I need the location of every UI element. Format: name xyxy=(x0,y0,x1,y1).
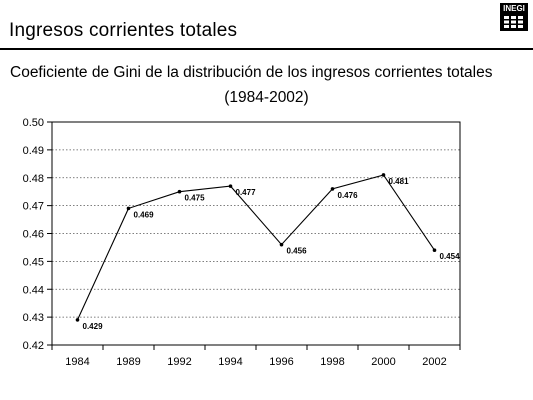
data-point xyxy=(330,187,335,191)
x-tick-label: 1998 xyxy=(320,356,344,368)
gini-series-line xyxy=(76,174,435,321)
inegi-logo: INEGI xyxy=(500,3,528,31)
x-tick-label: 1994 xyxy=(218,356,242,368)
data-point xyxy=(126,206,131,211)
y-tick-label: 0.49 xyxy=(23,145,44,157)
section-title: Ingresos corrientes totales xyxy=(9,20,238,41)
data-point xyxy=(381,173,386,177)
data-point xyxy=(177,189,182,194)
data-point xyxy=(432,248,437,253)
y-tick-label: 0.42 xyxy=(23,340,44,352)
data-label: 0.456 xyxy=(287,247,308,256)
x-tick-label: 2000 xyxy=(371,356,395,368)
data-label: 0.454 xyxy=(440,252,461,261)
chart-title: Coeficiente de Gini de la distribución d… xyxy=(10,64,493,81)
y-tick-label: 0.44 xyxy=(23,284,44,296)
y-tick-label: 0.46 xyxy=(23,229,44,241)
chart-subtitle: (1984-2002) xyxy=(224,89,309,106)
data-label: 0.475 xyxy=(185,194,206,203)
header-divider xyxy=(0,48,533,50)
x-tick-label: 1996 xyxy=(269,356,293,368)
data-label: 0.477 xyxy=(236,188,257,197)
data-point xyxy=(75,318,80,322)
y-tick-label: 0.45 xyxy=(23,256,44,268)
data-point xyxy=(228,184,233,188)
y-tick-label: 0.48 xyxy=(23,173,44,185)
data-label: 0.429 xyxy=(83,322,104,331)
data-label: 0.469 xyxy=(134,210,155,219)
y-tick-label: 0.50 xyxy=(23,117,44,129)
logo-text: INEGI xyxy=(503,4,525,13)
logo-grid-icon xyxy=(504,16,523,28)
data-label: 0.476 xyxy=(338,191,359,200)
x-tick-label: 1984 xyxy=(65,356,89,368)
y-tick-label: 0.43 xyxy=(23,312,44,324)
x-tick-label: 1992 xyxy=(167,356,191,368)
y-tick-label: 0.47 xyxy=(23,201,44,213)
x-tick-label: 1989 xyxy=(116,356,140,368)
x-tick-label: 2002 xyxy=(422,356,446,368)
data-point xyxy=(279,242,284,247)
data-label: 0.481 xyxy=(389,177,410,186)
